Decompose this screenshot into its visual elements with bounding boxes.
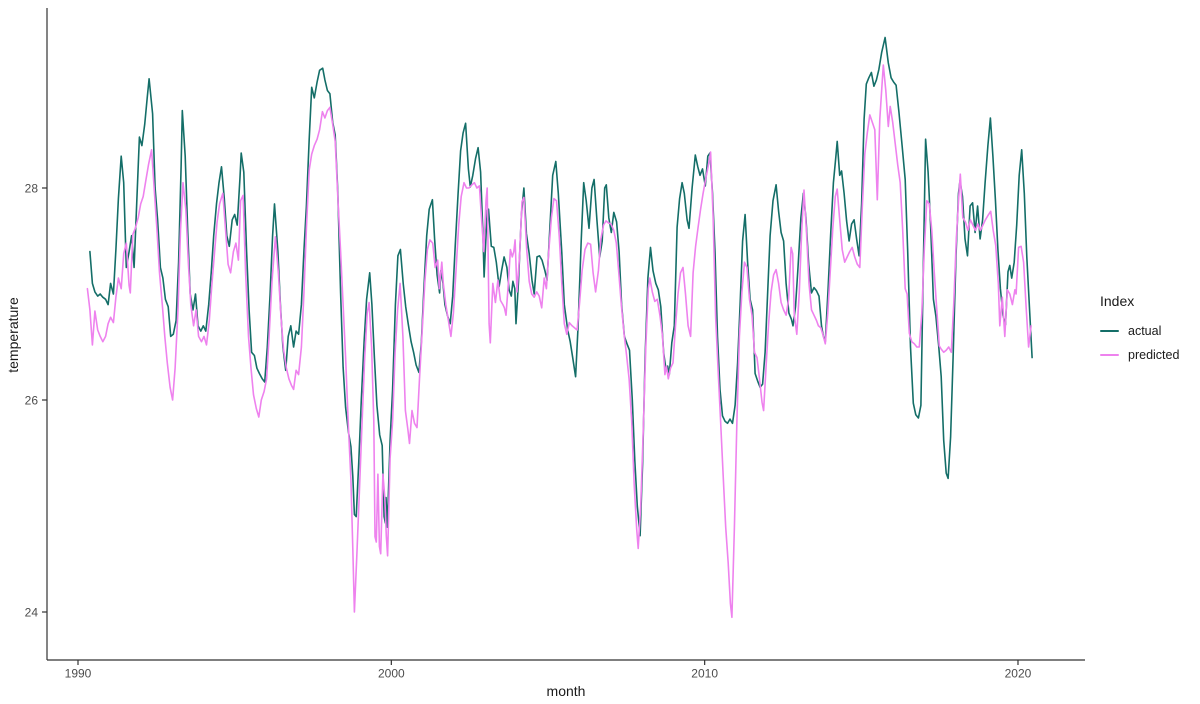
y-tick-label: 24 [25,606,39,620]
legend-title: Index [1100,293,1135,309]
y-tick-label: 28 [25,182,39,196]
series-line-actual [89,36,1033,537]
y-axis-title: temperature [5,297,21,373]
legend-item-label: predicted [1128,348,1180,362]
x-axis-title: month [546,683,586,699]
y-tick-label: 26 [25,394,39,408]
x-tick-label: 2000 [378,667,405,681]
legend-item-label: actual [1128,324,1162,338]
legend-item-actual: actual [1100,319,1179,343]
x-tick-label: 2020 [1005,667,1032,681]
legend: Index actual predicted [1100,293,1179,367]
legend-line-swatch-actual [1100,329,1119,333]
x-tick-label: 2010 [691,667,718,681]
series-line-predicted [86,64,1032,619]
legend-line-swatch-predicted [1100,353,1119,357]
legend-item-predicted: predicted [1100,343,1179,367]
x-tick-label: 1990 [65,667,92,681]
